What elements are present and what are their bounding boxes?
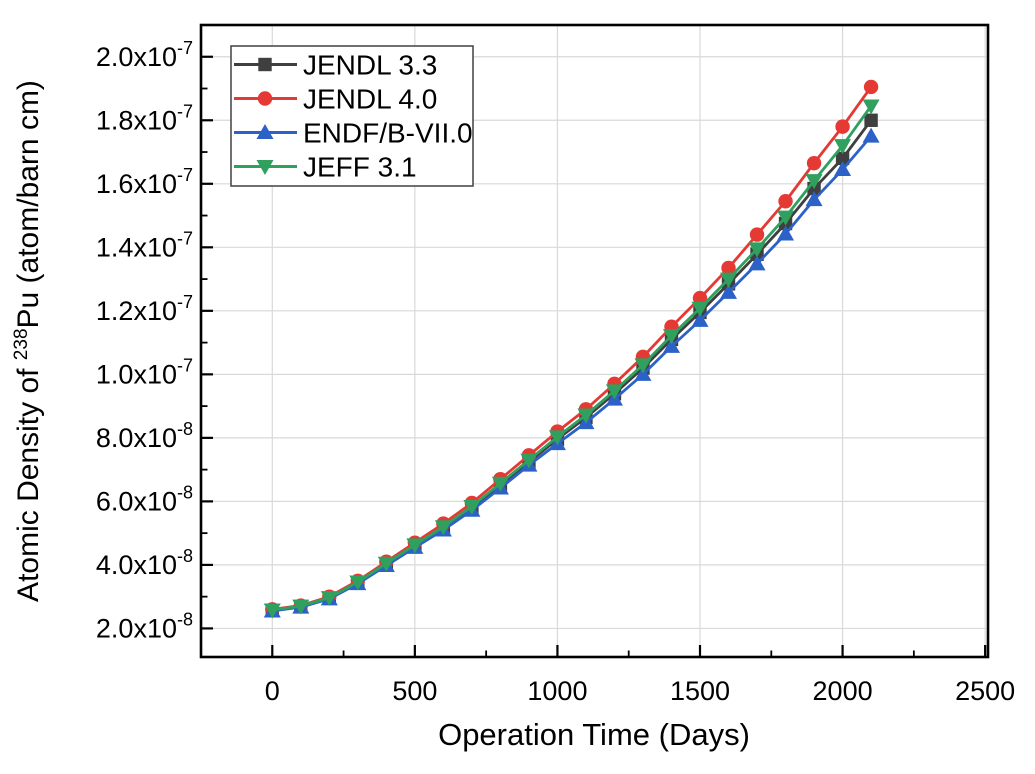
series-line-endf-b-vii-0 — [272, 135, 873, 613]
marker-endf-b-vii-0 — [805, 191, 823, 207]
marker-jeff-3-1 — [520, 453, 538, 469]
y-tick-label: 2.0x10-8 — [96, 609, 193, 643]
marker-endf-b-vii-0 — [748, 255, 766, 271]
x-tick-label: 0 — [265, 676, 280, 706]
marker-endf-b-vii-0 — [834, 161, 852, 177]
marker-jeff-3-1 — [320, 591, 338, 607]
marker-jeff-3-1 — [862, 99, 880, 115]
marker-jeff-3-1 — [691, 301, 709, 317]
y-tick-label: 1.6x10-7 — [96, 165, 193, 199]
y-axis-title: Atomic Density of 238Pu (atom/barn cm) — [11, 80, 45, 602]
legend-marker-endf-b-vii-0 — [256, 124, 274, 139]
y-tick-label: 1.2x10-7 — [96, 292, 193, 326]
marker-endf-b-vii-0 — [720, 283, 738, 299]
legend-label-jendl-4-0: JENDL 4.0 — [303, 84, 437, 115]
marker-jendl-3-3 — [864, 113, 878, 127]
marker-jeff-3-1 — [720, 272, 738, 288]
marker-jeff-3-1 — [777, 210, 795, 226]
legend-marker-jeff-3-1 — [256, 160, 274, 175]
series-jeff-3-1 — [263, 99, 880, 619]
x-tick-label: 2500 — [955, 676, 1015, 706]
marker-endf-b-vii-0 — [691, 311, 709, 327]
y-tick-label: 8.0x10-8 — [96, 419, 193, 453]
marker-jendl-4-0 — [863, 79, 879, 95]
y-tick-label: 1.8x10-7 — [96, 101, 193, 135]
marker-jeff-3-1 — [634, 358, 652, 374]
marker-jeff-3-1 — [834, 139, 852, 155]
marker-jeff-3-1 — [605, 384, 623, 400]
marker-jeff-3-1 — [748, 242, 766, 258]
marker-jeff-3-1 — [406, 538, 424, 554]
series-jendl-3-3 — [265, 113, 878, 618]
marker-jeff-3-1 — [349, 575, 367, 591]
y-tick-label: 2.0x10-7 — [96, 38, 193, 72]
marker-jeff-3-1 — [805, 174, 823, 190]
y-tick-label: 1.4x10-7 — [96, 228, 193, 262]
x-tick-label: 1500 — [670, 676, 730, 706]
marker-endf-b-vii-0 — [777, 225, 795, 241]
legend-marker-jendl-3-3 — [258, 57, 272, 72]
marker-jeff-3-1 — [263, 603, 281, 619]
marker-endf-b-vii-0 — [662, 337, 680, 353]
x-axis-title: Operation Time (Days) — [438, 717, 750, 752]
marker-jeff-3-1 — [377, 556, 395, 572]
y-tick-label: 1.0x10-7 — [96, 355, 193, 389]
x-tick-label: 1000 — [527, 676, 587, 706]
series-line-jendl-3-3 — [272, 119, 873, 612]
marker-jeff-3-1 — [662, 329, 680, 345]
legend-label-jendl-3-3: JENDL 3.3 — [303, 50, 437, 81]
legend-label-endf-b-vii-0: ENDF/B-VII.0 — [303, 118, 473, 149]
x-tick-label: 500 — [392, 676, 437, 706]
marker-jeff-3-1 — [577, 408, 595, 424]
marker-jeff-3-1 — [292, 599, 310, 615]
marker-jendl-3-3 — [835, 151, 850, 166]
marker-endf-b-vii-0 — [634, 365, 652, 381]
legend-label-jeff-3-1: JEFF 3.1 — [303, 152, 417, 183]
y-tick-label: 6.0x10-8 — [96, 482, 193, 516]
x-tick-label: 2000 — [813, 676, 873, 706]
marker-jendl-4-0 — [806, 155, 822, 171]
marker-jendl-4-0 — [721, 260, 736, 276]
legend-marker-jendl-4-0 — [257, 91, 273, 106]
marker-jendl-4-0 — [835, 119, 850, 134]
marker-jendl-4-0 — [749, 227, 765, 242]
marker-jeff-3-1 — [491, 476, 509, 492]
marker-endf-b-vii-0 — [862, 127, 880, 143]
marker-jeff-3-1 — [434, 520, 452, 536]
plot-frame — [199, 23, 990, 659]
marker-jendl-4-0 — [778, 194, 793, 209]
marker-jendl-4-0 — [692, 290, 708, 306]
marker-jeff-3-1 — [463, 499, 481, 515]
series-line-jeff-3-1 — [272, 105, 873, 612]
y-tick-label: 4.0x10-8 — [96, 546, 193, 580]
marker-jeff-3-1 — [548, 430, 566, 446]
